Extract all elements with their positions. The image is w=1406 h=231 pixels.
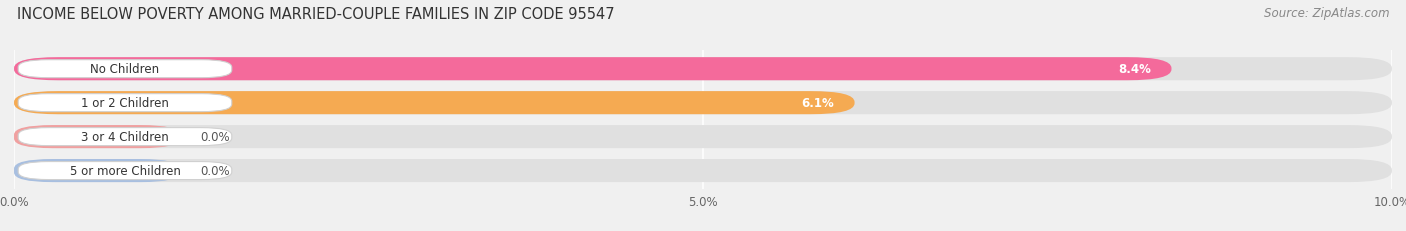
Text: Source: ZipAtlas.com: Source: ZipAtlas.com: [1264, 7, 1389, 20]
FancyBboxPatch shape: [14, 159, 180, 182]
FancyBboxPatch shape: [14, 58, 1171, 81]
Text: 5 or more Children: 5 or more Children: [69, 164, 180, 177]
FancyBboxPatch shape: [14, 92, 855, 115]
FancyBboxPatch shape: [14, 125, 180, 149]
Text: 6.1%: 6.1%: [801, 97, 834, 110]
Text: 1 or 2 Children: 1 or 2 Children: [82, 97, 169, 110]
Text: 3 or 4 Children: 3 or 4 Children: [82, 131, 169, 143]
Text: INCOME BELOW POVERTY AMONG MARRIED-COUPLE FAMILIES IN ZIP CODE 95547: INCOME BELOW POVERTY AMONG MARRIED-COUPL…: [17, 7, 614, 22]
FancyBboxPatch shape: [14, 159, 1392, 182]
FancyBboxPatch shape: [18, 61, 232, 78]
FancyBboxPatch shape: [14, 58, 1392, 81]
Text: 0.0%: 0.0%: [200, 131, 229, 143]
FancyBboxPatch shape: [14, 125, 1392, 149]
FancyBboxPatch shape: [18, 94, 232, 112]
FancyBboxPatch shape: [18, 128, 232, 146]
Text: No Children: No Children: [90, 63, 159, 76]
FancyBboxPatch shape: [18, 162, 232, 180]
FancyBboxPatch shape: [14, 92, 1392, 115]
Text: 8.4%: 8.4%: [1118, 63, 1152, 76]
Text: 0.0%: 0.0%: [200, 164, 229, 177]
